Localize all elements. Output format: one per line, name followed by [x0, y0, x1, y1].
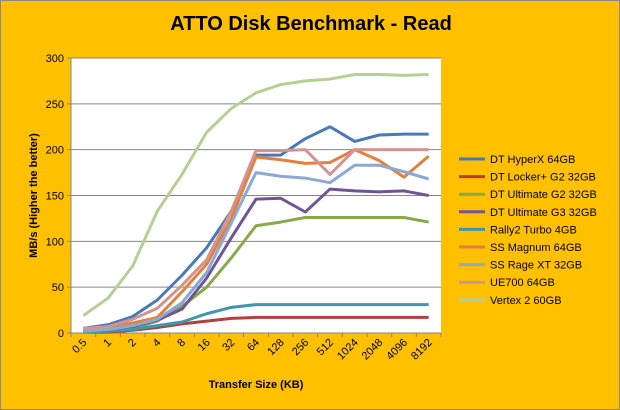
x-tick-label: 4096	[384, 337, 410, 363]
chart-title: ATTO Disk Benchmark - Read	[170, 13, 452, 35]
x-tick-label: 16	[196, 337, 213, 354]
y-tick-label: 50	[52, 282, 64, 294]
series-line-dt-hyperx-64gb	[83, 125, 429, 330]
y-tick-label: 250	[46, 99, 64, 111]
x-tick-label: 256	[290, 337, 311, 358]
x-tick-label: 32	[220, 337, 237, 354]
legend-entry: SS Magnum 64GB	[490, 242, 582, 254]
y-tick-label: 150	[46, 191, 64, 203]
series-line-ss-magnum-64gb	[83, 148, 430, 332]
series-line-ue700-64gb	[83, 148, 429, 330]
legend-entry: DT Ultimate G3 32GB	[490, 207, 597, 219]
y-tick-label: 100	[46, 236, 64, 248]
y-tick-label: 300	[46, 53, 64, 65]
legend-entry: Vertex 2 60GB	[490, 295, 562, 307]
y-tick-label: 0	[58, 328, 64, 340]
x-tick-label: 0.5	[70, 337, 89, 356]
legend-entry: UE700 64GB	[490, 277, 555, 289]
legend-entry: Rally2 Turbo 4GB	[490, 224, 577, 236]
x-tick-label: 1	[101, 337, 114, 350]
legend-entry: DT Ultimate G2 32GB	[490, 189, 597, 201]
y-tick-label: 200	[46, 145, 64, 157]
legend-entry: SS Rage XT 32GB	[490, 260, 582, 272]
x-axis-title: Transfer Size (KB)	[209, 379, 304, 391]
x-tick-label: 512	[315, 337, 336, 358]
y-axis-title: MB/s (Higher the better)	[28, 133, 40, 258]
series-line-ss-rage-xt-32gb	[83, 163, 430, 333]
x-tick-label: 2	[126, 337, 139, 350]
x-tick-label: 1024	[335, 337, 361, 363]
x-tick-label: 128	[265, 337, 286, 358]
series-line-vertex-2-60gb	[82, 73, 429, 317]
legend-entry: DT HyperX 64GB	[490, 154, 575, 166]
x-tick-label: 4	[151, 337, 164, 350]
series-line-rally2-turbo-4gb	[83, 303, 429, 334]
x-tick-label: 8	[175, 337, 188, 350]
x-tick-label: 8192	[409, 337, 435, 363]
x-tick-label: 2048	[360, 337, 386, 363]
x-tick-label: 64	[245, 337, 262, 354]
legend-entry: DT Locker+ G2 32GB	[490, 172, 596, 184]
